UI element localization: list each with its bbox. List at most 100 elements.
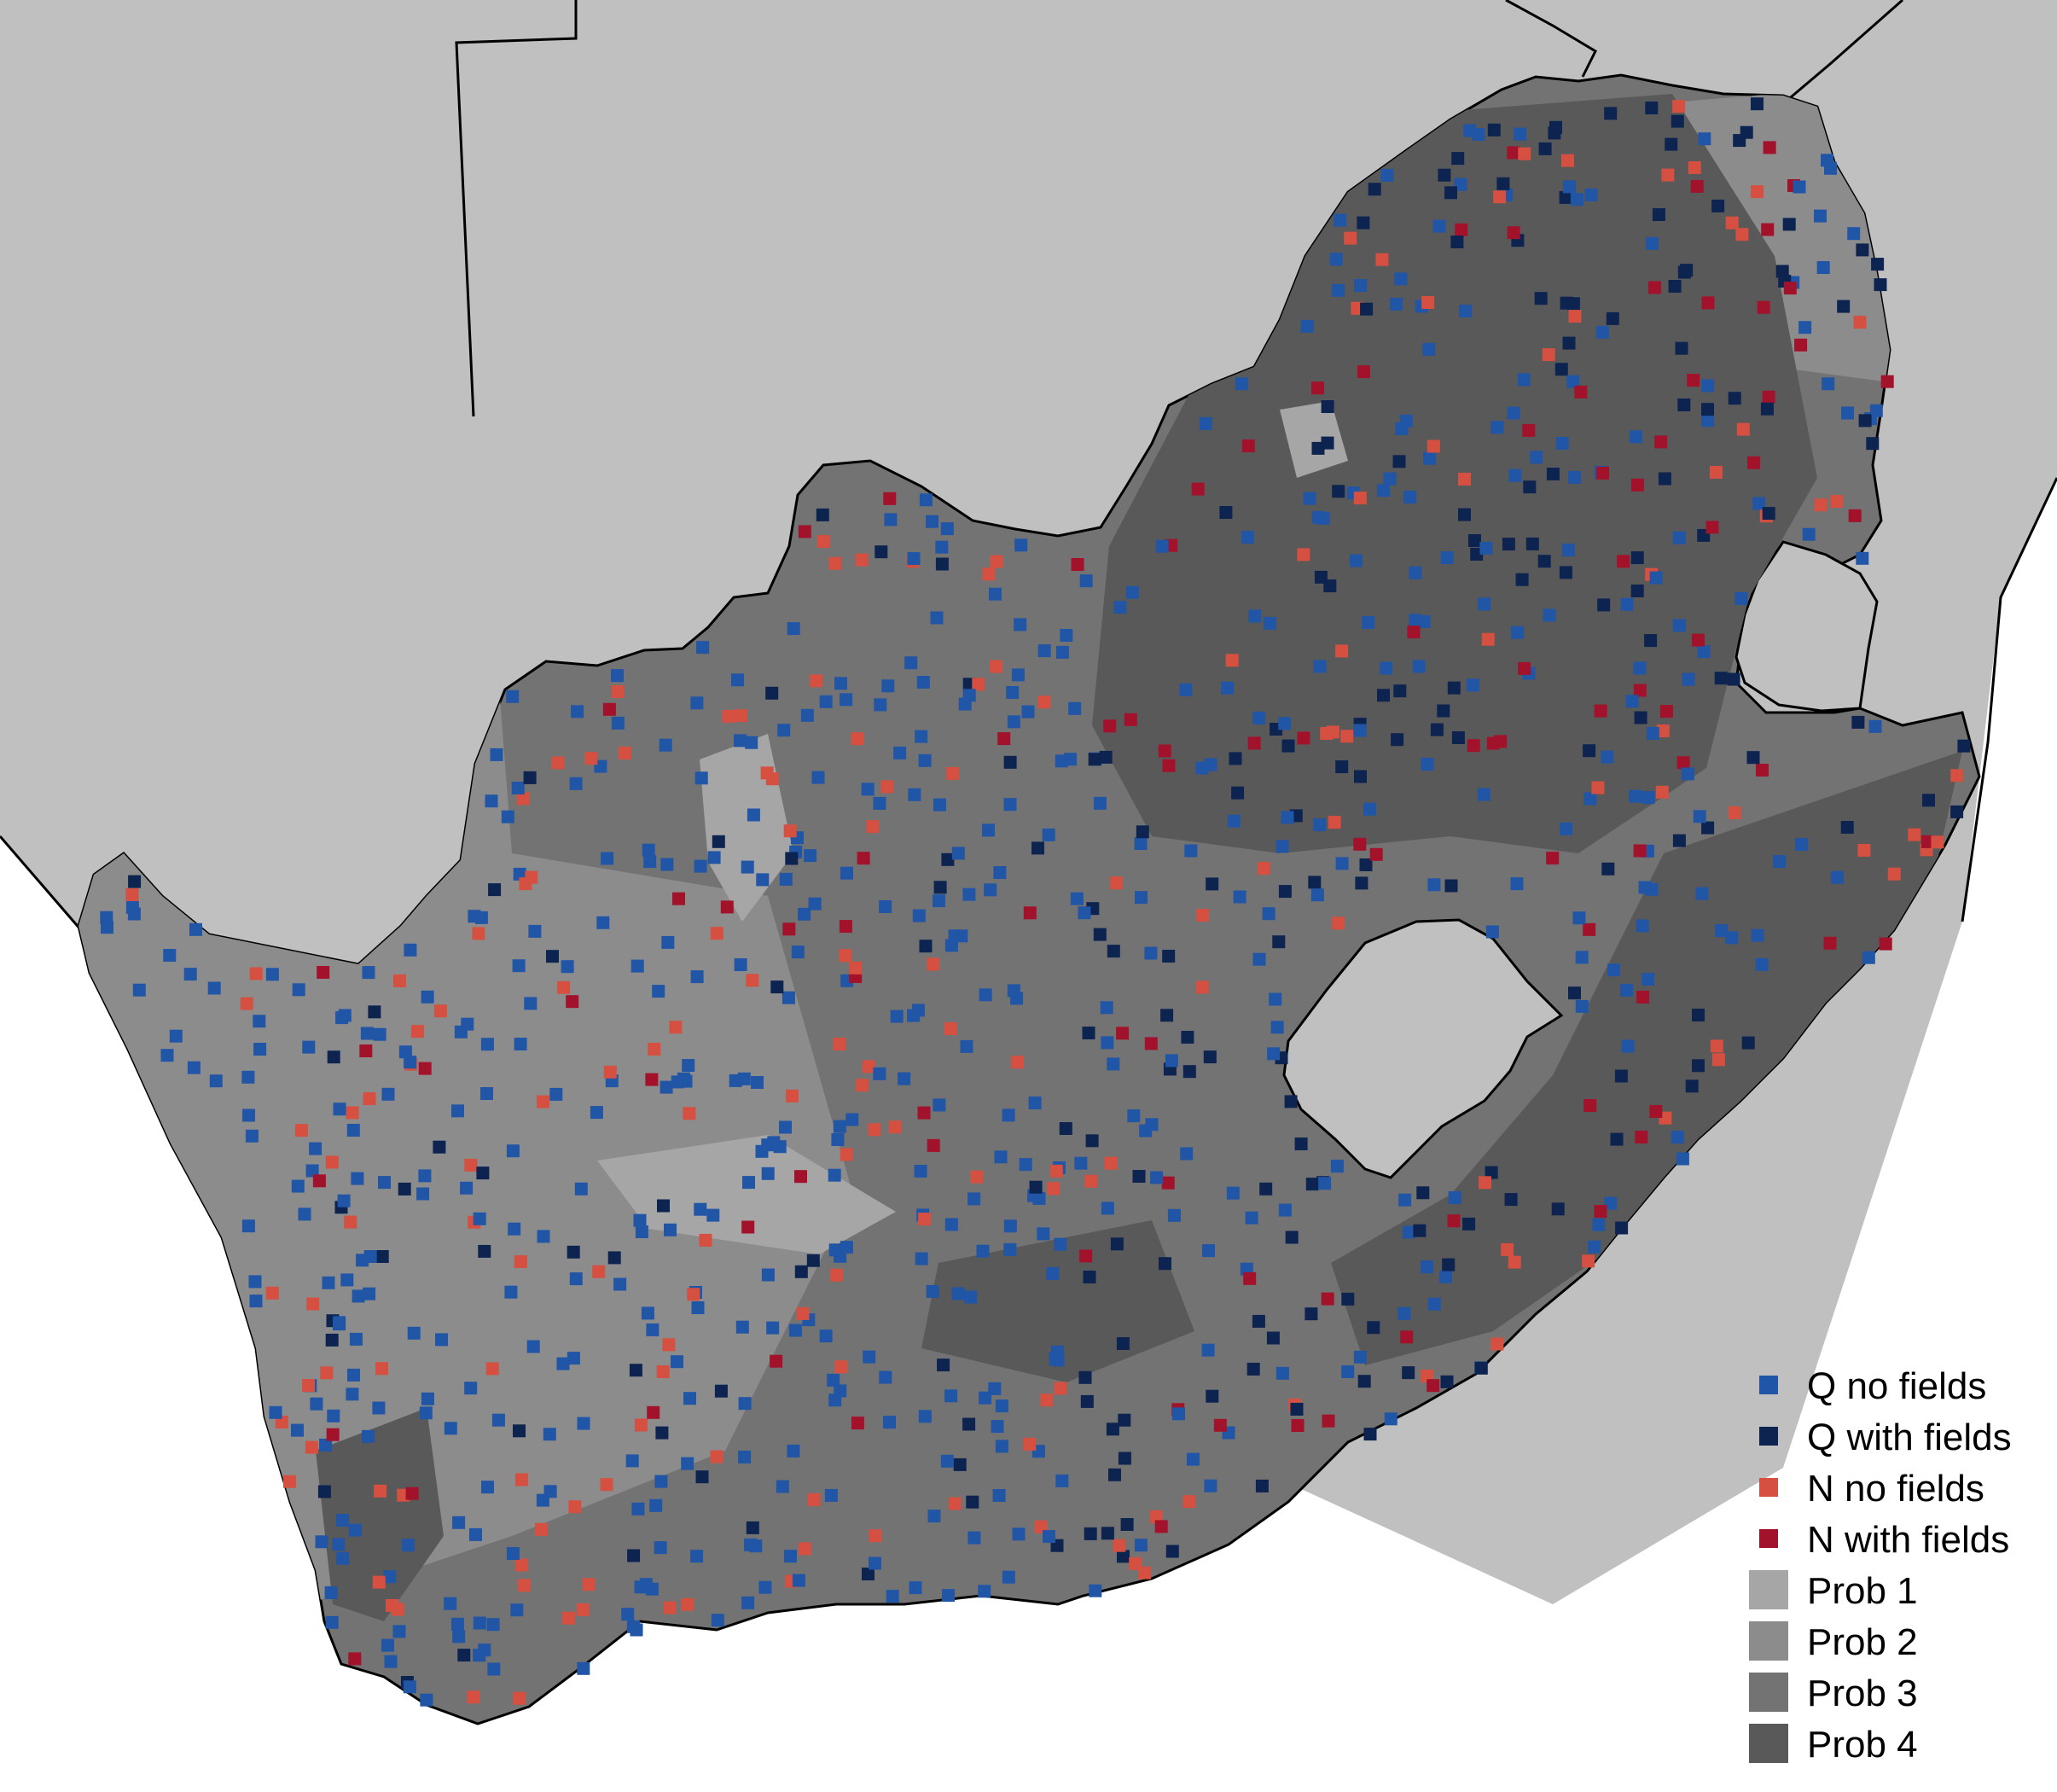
sample-point — [722, 709, 735, 723]
sample-point — [1468, 534, 1481, 547]
sample-point — [312, 1174, 326, 1188]
sample-point — [1752, 497, 1766, 510]
sample-point — [1021, 705, 1035, 719]
sample-point — [1554, 363, 1568, 376]
sample-point — [967, 1192, 981, 1206]
sample-point — [1793, 180, 1806, 194]
sample-point — [1391, 733, 1404, 747]
sample-point — [660, 858, 674, 871]
sample-point — [760, 766, 774, 780]
legend-swatch — [1749, 1570, 1788, 1609]
sample-point — [659, 738, 672, 752]
sample-point — [695, 1470, 709, 1484]
sample-point — [1321, 1292, 1334, 1306]
sample-point — [1303, 492, 1316, 505]
sample-point — [1182, 1495, 1196, 1509]
sample-point — [1110, 1237, 1124, 1251]
sample-point — [569, 1272, 583, 1286]
border-line — [1774, 0, 1903, 113]
sample-point — [1117, 1550, 1130, 1563]
sample-point — [1134, 837, 1148, 850]
sample-point — [909, 1581, 922, 1595]
sample-point — [1054, 1382, 1067, 1395]
sample-point — [683, 1392, 696, 1405]
sample-point — [1046, 1266, 1060, 1280]
sample-point — [511, 782, 525, 794]
sample-point — [1233, 890, 1246, 904]
sample-point — [1455, 223, 1468, 236]
sample-point — [807, 1492, 821, 1506]
prob-4-region — [316, 1408, 444, 1621]
sample-point — [584, 752, 598, 765]
sample-point — [1645, 236, 1659, 250]
sample-point — [1007, 984, 1020, 998]
sample-point — [1458, 508, 1471, 521]
sample-point — [404, 1056, 417, 1069]
sample-point — [546, 950, 559, 963]
sample-point — [1575, 951, 1589, 964]
legend-swatch — [1759, 1529, 1778, 1548]
sample-point — [401, 1539, 415, 1552]
sample-point — [398, 1182, 411, 1196]
sample-point — [1311, 441, 1325, 455]
sample-point — [1542, 348, 1555, 362]
border-line — [1961, 477, 2057, 922]
sample-point — [362, 966, 375, 980]
sample-point — [291, 1179, 305, 1193]
sample-point — [930, 611, 944, 625]
legend-label: Q with fields — [1807, 1417, 2012, 1458]
sample-point — [1755, 957, 1769, 971]
sample-point — [1671, 1131, 1684, 1144]
sample-point — [937, 1359, 950, 1372]
sample-point — [984, 883, 997, 897]
sample-point — [384, 1655, 398, 1668]
sample-point — [1291, 1419, 1305, 1432]
legend: Q no fields Q with fields N no fields N wit… — [1749, 1365, 2012, 1766]
sample-point — [1023, 1437, 1037, 1451]
sample-point — [253, 1015, 266, 1028]
sample-point — [1868, 719, 1882, 733]
sample-point — [629, 1364, 642, 1377]
sample-point — [1747, 456, 1760, 469]
sample-point — [1355, 876, 1368, 890]
sample-point — [643, 855, 657, 869]
sample-point — [1642, 973, 1655, 986]
sample-point — [1182, 1065, 1196, 1079]
sample-point — [249, 967, 263, 980]
sample-point — [1692, 1059, 1705, 1073]
sample-point — [1583, 792, 1597, 806]
sample-point — [1649, 571, 1663, 585]
sample-point — [490, 748, 503, 761]
sample-point — [951, 1287, 965, 1300]
sample-point — [1617, 555, 1630, 568]
sample-point — [746, 1521, 759, 1534]
legend-label: Q no fields — [1807, 1365, 1986, 1407]
sample-point — [1856, 551, 1869, 565]
sample-point — [476, 1167, 490, 1180]
sample-point — [1074, 1156, 1088, 1170]
prob-4-region — [1331, 751, 1962, 1365]
sample-point — [351, 1172, 364, 1185]
sample-point — [472, 927, 485, 940]
sample-point — [862, 1060, 875, 1073]
sample-point — [1672, 834, 1686, 847]
sample-point — [926, 515, 938, 528]
sample-point — [1014, 618, 1027, 631]
sample-point — [326, 1428, 340, 1441]
sample-point — [1109, 876, 1123, 890]
sample-point — [1427, 1297, 1441, 1311]
sample-point — [1409, 566, 1422, 579]
sample-point — [840, 1148, 853, 1161]
sample-point — [962, 1417, 976, 1431]
sample-point — [1055, 645, 1069, 659]
sample-point — [1353, 724, 1367, 737]
sample-point — [1354, 770, 1367, 783]
sample-point — [916, 676, 930, 689]
sample-point — [911, 1004, 925, 1017]
sample-point — [1757, 300, 1770, 314]
sample-point — [927, 1138, 940, 1152]
sample-point — [1079, 1249, 1093, 1263]
sample-point — [828, 1168, 841, 1182]
sample-point — [433, 1140, 446, 1154]
